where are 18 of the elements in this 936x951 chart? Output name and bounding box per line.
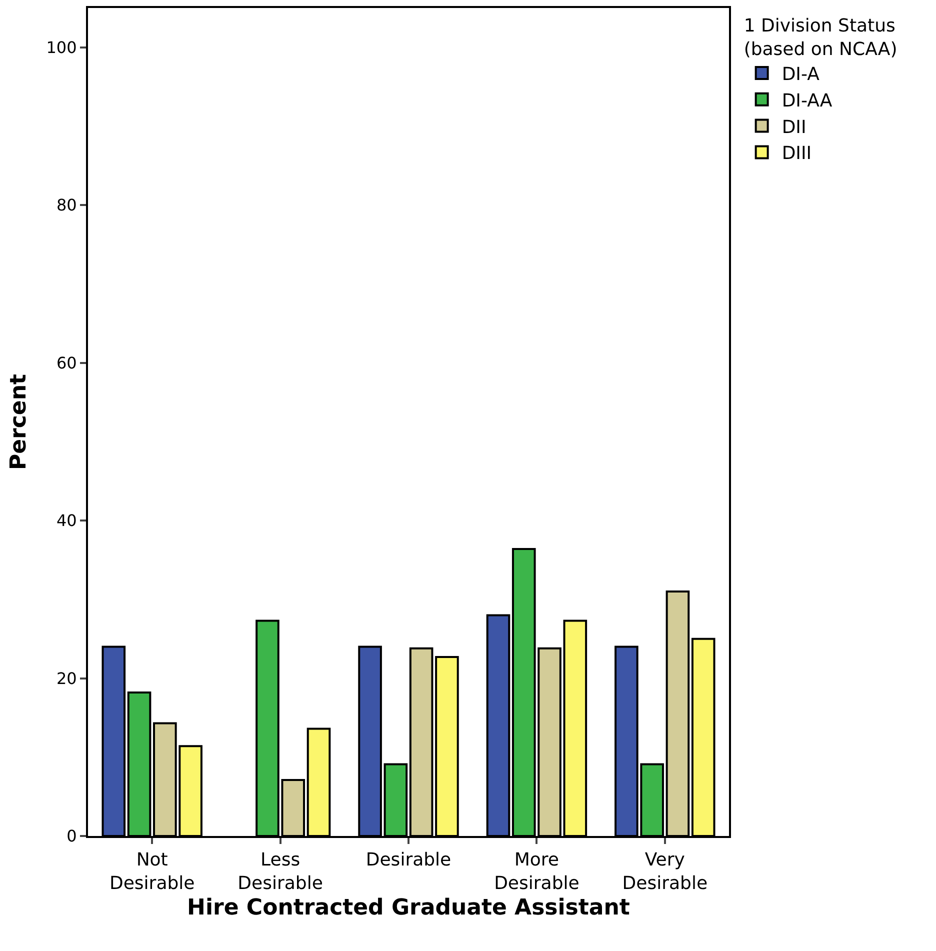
y-axis-title: Percent (6, 374, 32, 470)
y-tick-label: 80 (56, 196, 77, 215)
legend-label: DIII (782, 143, 812, 164)
y-tick-label: 0 (66, 826, 77, 846)
legend-label: DI-A (782, 64, 820, 86)
y-tick-label: 100 (46, 38, 77, 58)
x-tick-label: Very Desirable (622, 850, 708, 894)
x-tick-label: More Desirable (494, 850, 580, 894)
y-tick-label: 40 (56, 511, 77, 530)
x-tick-label: Desirable (366, 850, 452, 871)
x-tick-label: Less Desirable (238, 850, 323, 894)
legend-label: DI-AA (782, 90, 833, 112)
legend-title: 1 Division Status (based on NCAA) (744, 15, 898, 60)
x-axis-title: Hire Contracted Graduate Assistant (187, 895, 630, 920)
y-tick-label: 60 (56, 353, 77, 372)
x-tick-label: Not Desirable (109, 850, 195, 894)
y-tick-label: 20 (56, 668, 77, 688)
legend-label: DII (782, 116, 806, 138)
